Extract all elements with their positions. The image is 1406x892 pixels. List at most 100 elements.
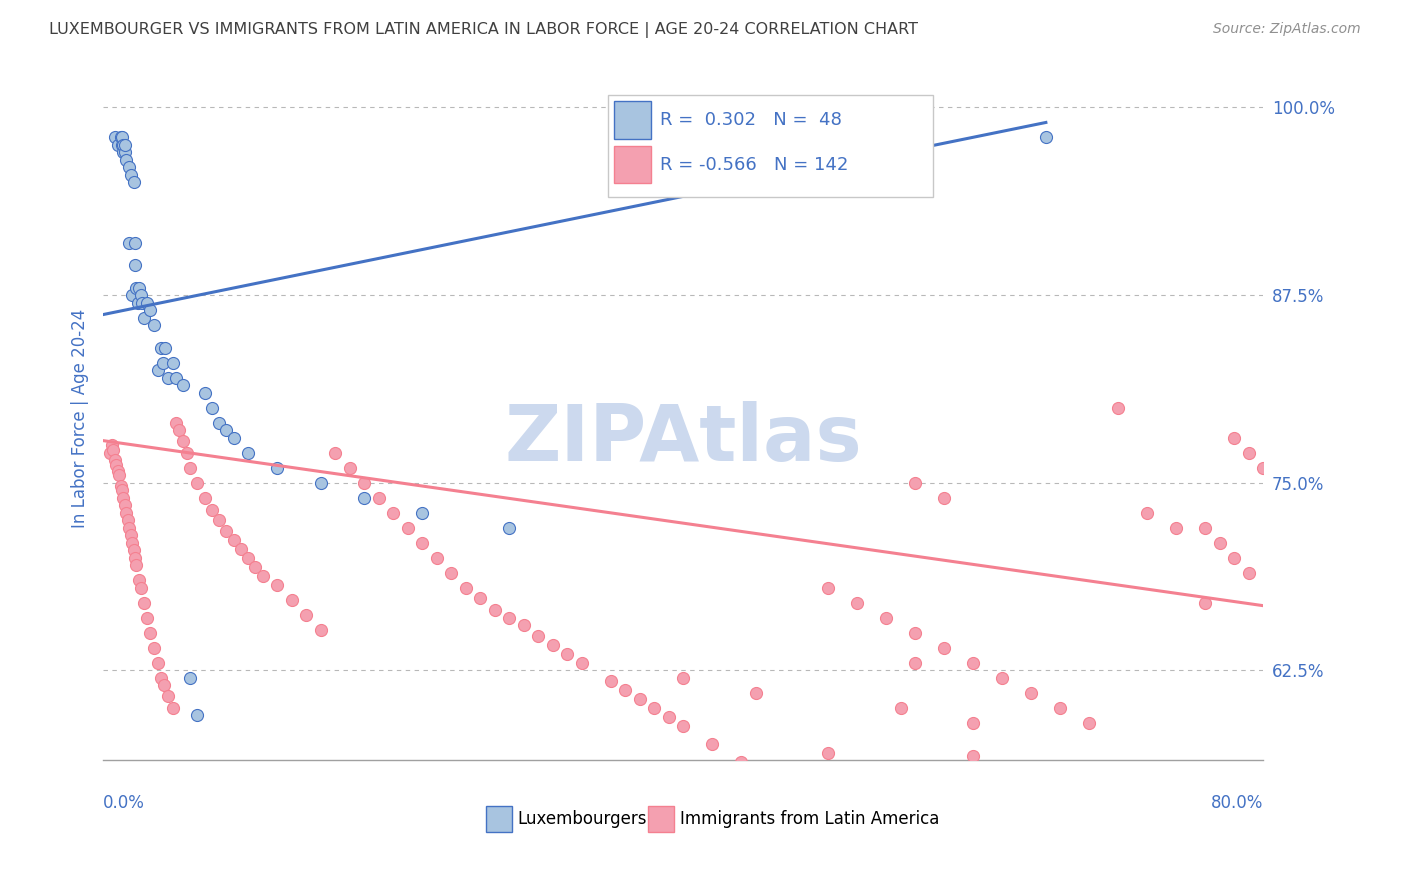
Point <box>614 682 637 697</box>
Point <box>759 772 782 787</box>
Text: Immigrants from Latin America: Immigrants from Latin America <box>679 810 939 828</box>
Point <box>127 295 149 310</box>
Point <box>110 478 132 492</box>
Point <box>541 638 564 652</box>
Point <box>104 130 127 145</box>
Point <box>1078 715 1101 730</box>
Text: 80.0%: 80.0% <box>1211 795 1264 813</box>
Point <box>454 581 477 595</box>
Point <box>1166 833 1188 847</box>
Point <box>1021 772 1043 787</box>
Point <box>115 153 138 167</box>
Text: Source: ZipAtlas.com: Source: ZipAtlas.com <box>1213 22 1361 37</box>
Point <box>138 625 160 640</box>
Point <box>110 130 132 145</box>
Point <box>1237 445 1260 459</box>
Point <box>1209 535 1232 549</box>
Point <box>215 524 238 538</box>
Point <box>111 138 134 153</box>
Point <box>817 746 839 760</box>
Point <box>411 535 433 549</box>
Point <box>1136 506 1159 520</box>
Point <box>252 568 274 582</box>
Point <box>339 460 361 475</box>
Point <box>111 130 134 145</box>
Point <box>1253 869 1275 883</box>
Point <box>411 506 433 520</box>
Point <box>179 671 201 685</box>
Point <box>1107 401 1129 415</box>
Point <box>643 700 665 714</box>
Point <box>157 689 180 703</box>
Point <box>176 445 198 459</box>
Point <box>194 491 217 505</box>
Point <box>162 700 184 714</box>
Point <box>179 460 201 475</box>
Text: 0.0%: 0.0% <box>103 795 145 813</box>
Point <box>120 528 142 542</box>
Point <box>904 625 927 640</box>
Point <box>245 559 267 574</box>
Point <box>201 502 224 516</box>
Point <box>100 445 122 459</box>
Point <box>846 596 869 610</box>
Point <box>186 475 208 490</box>
Point <box>745 686 768 700</box>
Point <box>222 431 245 445</box>
Point <box>129 288 152 302</box>
Point <box>124 550 146 565</box>
Point <box>904 656 927 670</box>
Point <box>440 566 463 580</box>
Point <box>132 596 155 610</box>
Point <box>215 423 238 437</box>
Point <box>129 581 152 595</box>
Point <box>222 533 245 547</box>
Point <box>1107 809 1129 823</box>
Point <box>238 550 260 565</box>
Point <box>934 640 956 655</box>
Point <box>114 145 136 160</box>
Point <box>672 719 695 733</box>
Point <box>104 453 127 467</box>
Point <box>817 809 839 823</box>
Point <box>194 385 217 400</box>
Point <box>208 416 231 430</box>
FancyBboxPatch shape <box>648 806 673 832</box>
Point <box>934 491 956 505</box>
Point <box>152 355 174 369</box>
Point <box>125 280 148 294</box>
Point <box>1223 431 1246 445</box>
Point <box>484 603 506 617</box>
Point <box>112 491 135 505</box>
Point <box>599 673 621 688</box>
Point <box>172 378 194 392</box>
Point <box>1035 130 1057 145</box>
Point <box>112 145 135 160</box>
Point <box>658 710 681 724</box>
Point <box>498 611 520 625</box>
Point <box>238 445 260 459</box>
Point <box>875 611 897 625</box>
Point <box>186 708 208 723</box>
Point <box>513 618 536 632</box>
Point <box>962 748 984 763</box>
Point <box>672 671 695 685</box>
Point <box>1166 521 1188 535</box>
Point <box>229 541 252 556</box>
Point <box>118 521 141 535</box>
Point <box>150 671 173 685</box>
Point <box>117 513 139 527</box>
Point <box>148 363 170 377</box>
Text: ZIPAtlas: ZIPAtlas <box>505 401 862 477</box>
Point <box>108 468 131 483</box>
Point <box>266 460 288 475</box>
Point <box>142 318 165 332</box>
Point <box>962 715 984 730</box>
Point <box>396 521 419 535</box>
Point <box>111 483 134 497</box>
Point <box>1021 686 1043 700</box>
Point <box>962 656 984 670</box>
Point <box>787 790 810 805</box>
Point <box>114 138 136 153</box>
Point <box>628 691 651 706</box>
